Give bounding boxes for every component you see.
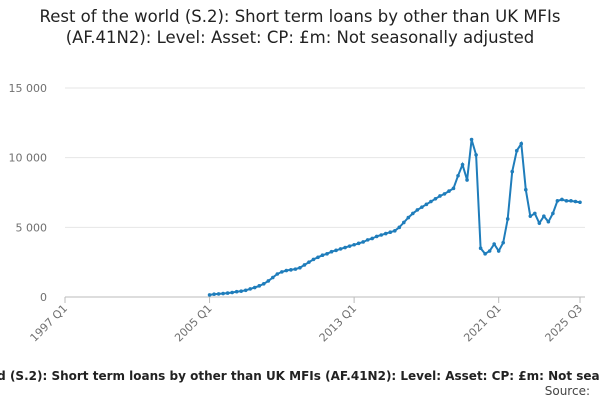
point [298, 265, 302, 270]
point [496, 249, 501, 253]
point [533, 211, 537, 216]
point [429, 199, 433, 204]
point [239, 289, 243, 293]
point [442, 192, 447, 196]
point [289, 268, 293, 272]
point [578, 200, 582, 205]
point [433, 196, 438, 201]
point [392, 229, 397, 233]
point [523, 187, 528, 192]
point [546, 219, 551, 224]
x-tick-label: 1997 Q1 [28, 302, 71, 345]
point [474, 153, 478, 157]
point [483, 252, 487, 256]
point [207, 293, 212, 297]
point [415, 208, 420, 212]
point [551, 211, 555, 216]
point [338, 247, 343, 251]
point [388, 230, 393, 235]
point [252, 285, 257, 290]
point [460, 162, 465, 167]
x-tick-label: 2025 Q3 [543, 302, 586, 345]
point [266, 279, 271, 283]
point [438, 194, 442, 198]
x-tick-label: 2013 Q1 [317, 302, 360, 345]
point [361, 240, 365, 244]
y-tick-label: 15 000 [9, 82, 48, 95]
point [379, 233, 384, 237]
point [510, 169, 515, 174]
point [374, 234, 379, 239]
point [420, 205, 424, 209]
point [487, 249, 492, 253]
point [243, 288, 248, 293]
point [347, 244, 352, 248]
point [560, 197, 564, 202]
y-tick-label: 0 [40, 291, 47, 304]
point [424, 202, 429, 207]
point [343, 245, 347, 250]
point [456, 173, 460, 178]
point [302, 263, 307, 267]
point [564, 199, 569, 203]
point [261, 281, 266, 286]
point [352, 242, 356, 247]
point [307, 260, 311, 264]
point [569, 199, 573, 203]
source: Source: [545, 384, 590, 398]
point [383, 231, 388, 236]
point [478, 246, 483, 251]
point [505, 217, 510, 221]
point [555, 199, 560, 203]
y-tick-label: 5 000 [16, 221, 48, 234]
point [248, 287, 253, 291]
point [221, 291, 225, 296]
point [212, 292, 216, 297]
point [573, 199, 578, 204]
point [542, 214, 546, 218]
point [397, 225, 402, 230]
point [234, 289, 239, 294]
point [501, 240, 506, 245]
point [325, 252, 329, 256]
y-tick-label: 10 000 [9, 152, 48, 165]
point [284, 268, 289, 273]
point [311, 257, 316, 262]
point [519, 141, 524, 146]
point [447, 189, 451, 193]
series-line [209, 139, 581, 296]
point [370, 236, 374, 241]
point [230, 290, 234, 295]
point [320, 253, 325, 257]
point [537, 221, 542, 225]
point [216, 292, 221, 296]
point [365, 238, 370, 242]
point [334, 248, 338, 253]
caption: Rest of the world (S.2): Short term loan… [0, 369, 600, 383]
point [280, 270, 284, 274]
x-tick-label: 2021 Q1 [461, 302, 504, 345]
point [316, 255, 320, 260]
point [225, 291, 230, 295]
point [528, 214, 533, 218]
point [514, 148, 519, 153]
point [271, 275, 275, 280]
point [451, 186, 456, 191]
point [411, 211, 415, 216]
point [465, 178, 469, 182]
point [356, 241, 361, 246]
point [329, 249, 334, 254]
chart-title: Rest of the world (S.2): Short term loan… [39, 7, 561, 47]
point [275, 272, 280, 276]
point [406, 215, 411, 220]
point [293, 267, 298, 271]
x-tick-label: 2005 Q1 [172, 302, 215, 345]
point [492, 242, 496, 246]
point [257, 284, 262, 288]
point [402, 220, 406, 225]
point [469, 137, 474, 142]
